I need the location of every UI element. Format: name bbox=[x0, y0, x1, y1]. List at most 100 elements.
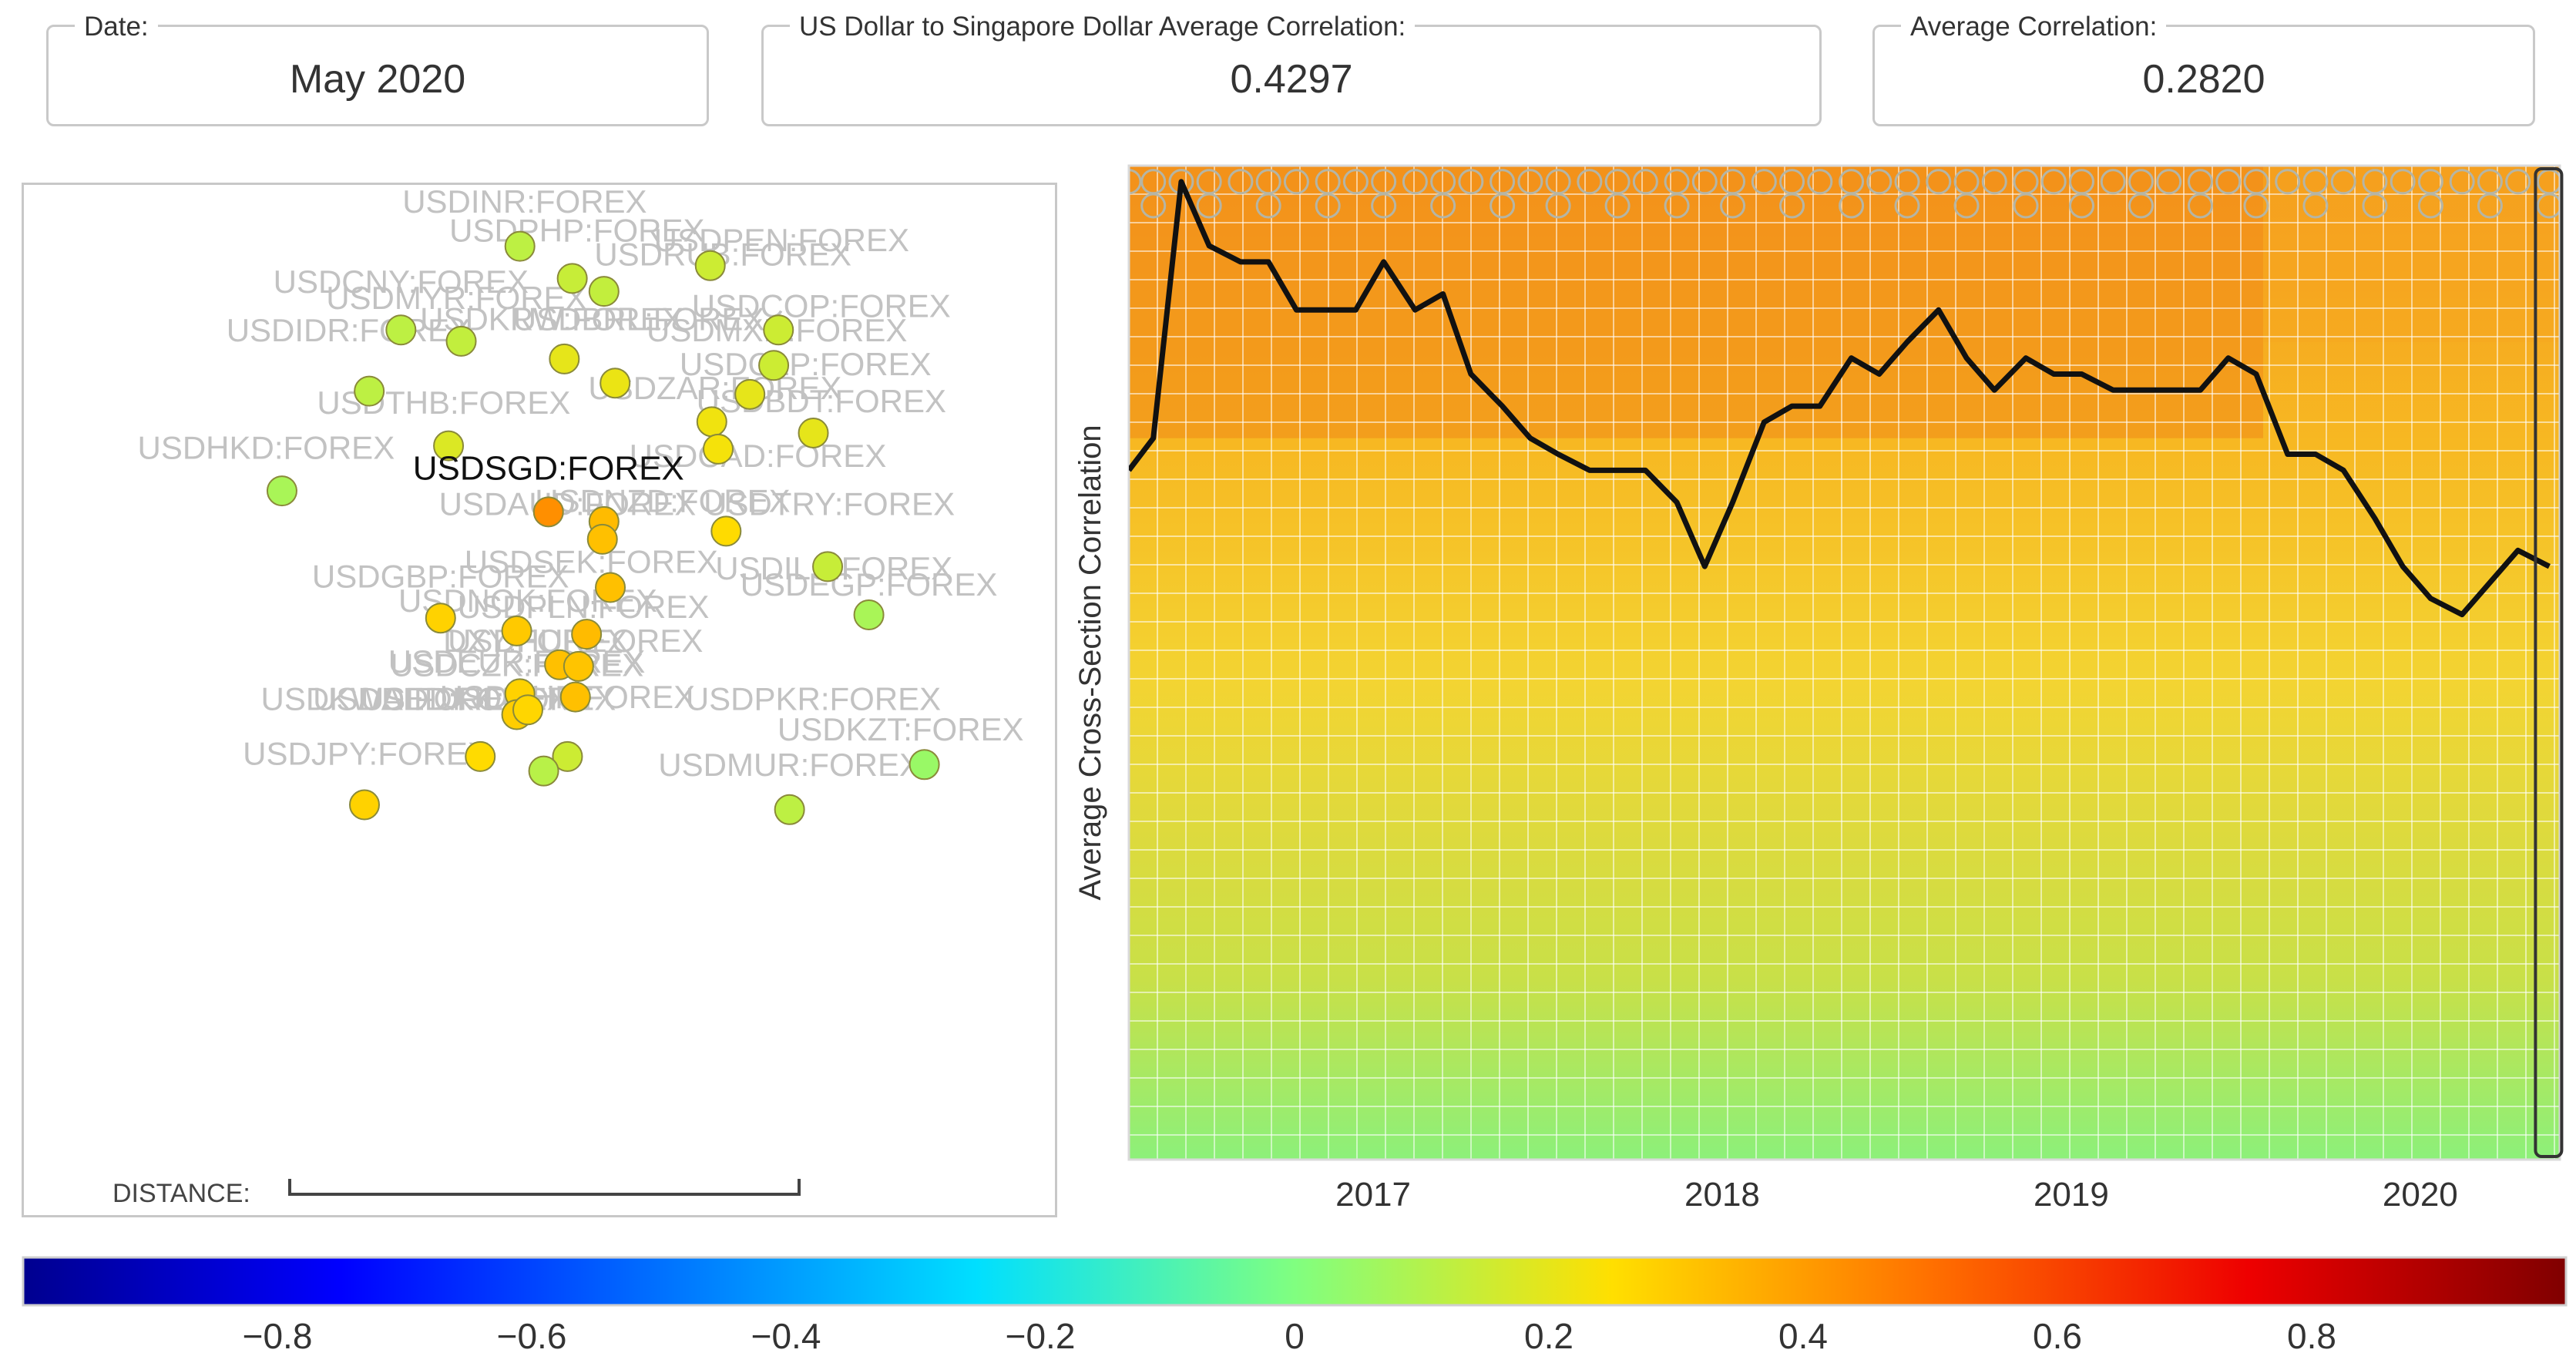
currency-node[interactable] bbox=[465, 740, 496, 772]
node-label: USDAUD:FOREX bbox=[439, 486, 697, 522]
currency-node[interactable] bbox=[571, 619, 603, 650]
currency-node[interactable] bbox=[528, 755, 559, 787]
currency-node[interactable] bbox=[588, 276, 620, 307]
currency-node[interactable] bbox=[532, 496, 564, 528]
pair-corr-dot bbox=[1228, 169, 1254, 195]
pair-corr-dot bbox=[1691, 169, 1718, 195]
pair-corr-dot bbox=[1839, 193, 1865, 219]
node-label: USDNZD:FOREX bbox=[535, 482, 790, 519]
currency-node[interactable] bbox=[595, 572, 626, 603]
node-label: USDJPY:FOREX bbox=[243, 735, 489, 771]
currency-distance-svg[interactable]: USDINR:FOREXUSDPHP:FOREXUSDRUB:FOREXUSDP… bbox=[24, 185, 1055, 1215]
currency-node[interactable] bbox=[556, 263, 588, 294]
x-tick-label: 2020 bbox=[2383, 1176, 2458, 1214]
currency-node[interactable] bbox=[696, 406, 727, 438]
currency-node[interactable] bbox=[734, 378, 766, 410]
currency-node[interactable] bbox=[354, 375, 385, 407]
currency-node[interactable] bbox=[501, 615, 532, 646]
colorbar-tick-label: 0.2 bbox=[1524, 1316, 1573, 1356]
currency-node[interactable] bbox=[504, 230, 536, 262]
average-correlation-line[interactable] bbox=[1129, 179, 2551, 618]
node-label: USDMUR:FOREX bbox=[658, 747, 921, 783]
currency-node[interactable] bbox=[425, 603, 456, 634]
highlighted-node-label: USDSGD:FOREX bbox=[413, 450, 684, 488]
correlation-timeseries-chart[interactable]: 2017 2018 2019 2020 Average Cross-Section C… bbox=[1063, 154, 2576, 1233]
date-value: May 2020 bbox=[289, 57, 466, 102]
currency-node[interactable] bbox=[703, 433, 734, 465]
currency-node[interactable] bbox=[445, 325, 477, 357]
node-label: USDIDR:FOREX bbox=[227, 312, 471, 348]
colorbar-tick-label: −0.6 bbox=[497, 1316, 567, 1356]
pair-corr-dot bbox=[1196, 193, 1222, 219]
colorbar-tick-label: 0.6 bbox=[2033, 1316, 2082, 1356]
currency-node[interactable] bbox=[559, 681, 591, 713]
pair-corr-dot bbox=[1545, 193, 1571, 219]
node-label: USDPLN:FOREX bbox=[458, 589, 710, 625]
pair-corr-dot bbox=[2100, 169, 2126, 195]
node-label: USDTRY:FOREX bbox=[704, 486, 955, 522]
x-tick-label: 2017 bbox=[1335, 1176, 1411, 1214]
currency-node[interactable] bbox=[710, 515, 742, 547]
pair-corr-dot bbox=[1129, 169, 1142, 195]
colorbar-tick-label: −0.8 bbox=[243, 1316, 313, 1356]
pair-corr-dot bbox=[1283, 169, 1309, 195]
pair-corr-dot bbox=[1953, 193, 1980, 219]
pair-corr-dot bbox=[1894, 193, 1920, 219]
currency-node[interactable] bbox=[433, 430, 465, 462]
pair-corr-dot bbox=[1342, 169, 1369, 195]
currency-node[interactable] bbox=[552, 740, 583, 772]
node-label: USDPEN:FOREX bbox=[654, 222, 909, 258]
currency-node[interactable] bbox=[758, 350, 790, 381]
node-label: USDCAD:FOREX bbox=[630, 438, 887, 474]
node-label: USDHKD:FOREX bbox=[138, 429, 395, 465]
currency-node[interactable] bbox=[266, 475, 297, 507]
currency-node[interactable] bbox=[599, 368, 631, 399]
node-label: USDMYR:FOREX bbox=[326, 280, 586, 316]
currency-node[interactable] bbox=[853, 599, 885, 631]
currency-node[interactable] bbox=[812, 551, 844, 582]
pair-corr-dot bbox=[2128, 193, 2154, 219]
pair-corr-dot bbox=[2068, 193, 2094, 219]
currency-node[interactable] bbox=[908, 749, 940, 781]
plot-frame bbox=[1127, 164, 2561, 1161]
pair-corr-dot bbox=[2505, 169, 2531, 195]
node-label: USDKWD:FOREX bbox=[261, 680, 526, 717]
pair-corr-dot bbox=[1140, 193, 1167, 219]
pair-corr-dot bbox=[1315, 193, 1341, 219]
average-correlation-value: 0.2820 bbox=[2142, 57, 2265, 102]
colorbar-tick-label: 0.4 bbox=[1778, 1316, 1828, 1356]
node-label: USDINR:FOREX bbox=[402, 185, 647, 220]
y-axis-label: Average Cross-Section Correlation bbox=[1073, 425, 1107, 900]
pair-corr-dot bbox=[1517, 169, 1543, 195]
currency-node[interactable] bbox=[694, 250, 726, 281]
pair-corr-dot bbox=[1779, 193, 1805, 219]
currency-node[interactable] bbox=[563, 650, 594, 682]
node-label: USDCOP:FOREX bbox=[692, 288, 951, 324]
node-label: USDCNY:FOREX bbox=[274, 264, 529, 300]
currency-node[interactable] bbox=[798, 417, 829, 448]
currency-node[interactable] bbox=[385, 314, 417, 346]
pair-corr-dot bbox=[1490, 193, 1516, 219]
currency-node[interactable] bbox=[586, 523, 618, 555]
pair-corr-dot bbox=[2362, 193, 2388, 219]
currency-distance-map[interactable]: USDINR:FOREX USDPHP:FOREX USDRUB:FOREX USDP… bbox=[22, 183, 1057, 1217]
selected-date-marker[interactable] bbox=[2534, 167, 2564, 1158]
pair-corr-dot bbox=[1866, 169, 1893, 195]
pair-corr-dot bbox=[2302, 193, 2329, 219]
currency-node[interactable] bbox=[763, 314, 794, 346]
currency-node[interactable] bbox=[512, 694, 543, 726]
currency-node[interactable] bbox=[774, 794, 805, 825]
pair-corr-dot bbox=[2390, 169, 2416, 195]
currency-node[interactable] bbox=[348, 789, 380, 821]
distance-scale-label: DISTANCE: bbox=[113, 1179, 250, 1208]
currency-node[interactable] bbox=[549, 343, 580, 374]
pair-corr-dot bbox=[2417, 193, 2443, 219]
date-card: Date: May 2020 bbox=[46, 12, 709, 126]
pair-corr-dot bbox=[1807, 169, 1833, 195]
pair-corr-dot bbox=[2275, 169, 2301, 195]
pair-corr-dot bbox=[1604, 193, 1631, 219]
pair-corr-dot bbox=[2477, 193, 2503, 219]
node-label: USDKZT:FOREX bbox=[778, 711, 1024, 747]
x-tick-label: 2019 bbox=[2034, 1176, 2109, 1214]
date-label: Date: bbox=[75, 12, 158, 42]
